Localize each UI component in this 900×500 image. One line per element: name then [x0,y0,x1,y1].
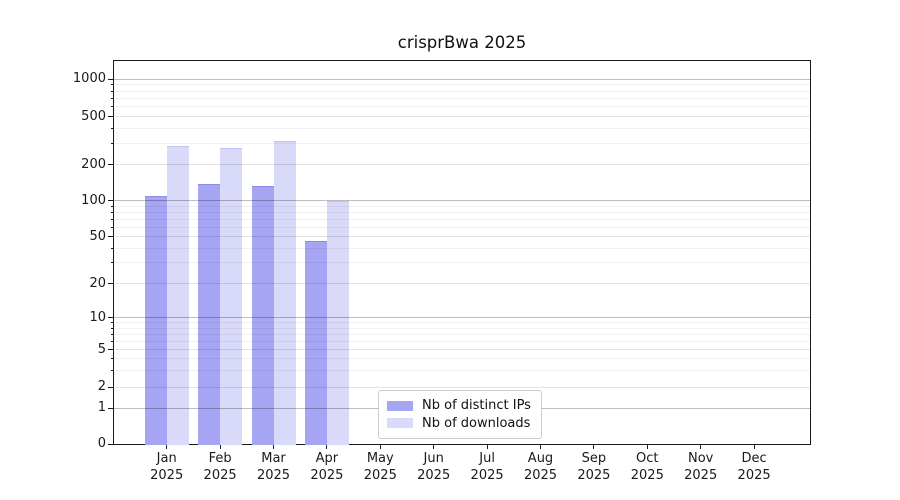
y-axis-minor-tick [110,218,114,220]
x-axis-tick [700,444,702,449]
x-axis-tick-label: Dec 2025 [737,451,771,483]
y-axis-tick-label: 5 [97,341,106,357]
x-axis-tick [326,444,328,449]
x-axis-tick [433,444,435,449]
y-axis-tick [108,349,114,351]
y-axis-tick [108,116,114,118]
minor-gridline [114,106,810,108]
y-axis-tick-label: 10 [89,309,106,325]
y-axis-tick-label: 50 [89,228,106,244]
y-axis-minor-tick [110,205,114,207]
major-gridline [114,78,810,80]
y-axis-minor-tick [110,327,114,329]
minor-gridline [114,143,810,145]
x-axis-tick-label: May 2025 [363,451,397,483]
y-axis-minor-tick [110,106,114,108]
x-axis-tick-label: Jan 2025 [150,451,184,483]
x-axis-tick [219,444,221,449]
bar-downloads [166,146,189,445]
major-gridline [114,116,810,118]
legend-swatch-downloads [387,418,413,429]
y-axis-tick [108,283,114,285]
y-axis-tick-label: 1000 [72,71,106,86]
y-axis-minor-tick [110,97,114,99]
y-axis-tick-label: 100 [81,192,106,208]
y-axis-tick [108,317,114,319]
y-axis-tick [108,407,114,409]
x-axis-tick [593,444,595,449]
y-axis-tick-label: 200 [81,156,106,172]
y-axis-minor-tick [110,90,114,92]
legend-label: Nb of distinct IPs [422,398,531,414]
minor-gridline [114,90,810,92]
y-axis-minor-tick [110,333,114,335]
y-axis-minor-tick [110,127,114,129]
legend: Nb of distinct IPs Nb of downloads [378,390,542,439]
x-axis-tick-label: Mar 2025 [256,451,291,483]
x-axis-tick [273,444,274,449]
x-axis-tick-label: Oct 2025 [630,451,664,483]
major-gridline [114,164,810,166]
bar-distinct-ips [198,184,221,445]
y-axis-minor-tick [110,143,114,145]
y-axis-tick [108,200,114,202]
y-axis-tick [108,386,114,388]
x-axis-tick [486,444,488,449]
x-axis-tick-label: Jun 2025 [417,451,451,483]
y-axis-tick-label: 2 [97,379,106,395]
y-axis-tick-label: 20 [89,275,106,291]
y-axis-minor-tick [110,340,114,342]
bar-downloads [220,147,243,445]
y-axis-minor-tick [110,370,114,372]
x-axis-tick-label: Aug 2025 [523,451,558,483]
bar-downloads [326,200,349,445]
y-axis-tick-label: 500 [81,108,106,124]
y-axis-minor-tick [110,211,114,213]
y-axis-tick [108,443,114,445]
x-axis-tick-label: Jul 2025 [470,451,504,483]
x-axis-tick-label: Feb 2025 [203,451,237,483]
x-axis-tick [379,444,381,449]
minor-gridline [114,84,810,86]
legend-swatch-distinct-ips [387,400,413,411]
y-axis-minor-tick [110,84,114,86]
y-axis-tick [108,236,114,238]
minor-gridline [114,127,810,129]
legend-label: Nb of downloads [422,415,531,431]
x-axis-tick [166,444,168,449]
y-axis-tick [108,78,114,80]
legend-row: Nb of distinct IPs [387,397,533,415]
y-axis-tick [108,164,114,166]
x-axis-tick-label: Nov 2025 [684,451,718,483]
y-axis-minor-tick [110,226,114,228]
bar-downloads [273,140,296,445]
bar-distinct-ips [304,240,327,445]
y-axis-minor-tick [110,322,114,324]
x-axis-tick-label: Apr 2025 [310,451,344,483]
minor-gridline [114,97,810,99]
y-axis-minor-tick [110,247,114,249]
x-axis-tick [540,444,541,449]
chart-title: crisprBwa 2025 [397,33,527,52]
bar-distinct-ips [251,186,274,445]
y-axis-tick-label: 1 [97,400,106,416]
y-axis-minor-tick [110,358,114,360]
legend-row: Nb of downloads [387,415,533,433]
y-axis-tick-label: 0 [97,436,106,451]
x-axis-tick-label: Sep 2025 [577,451,611,483]
bar-distinct-ips [144,195,167,445]
x-axis-tick [646,444,648,449]
plot-area [113,60,811,445]
y-axis-minor-tick [110,262,114,264]
x-axis-tick [753,444,755,449]
